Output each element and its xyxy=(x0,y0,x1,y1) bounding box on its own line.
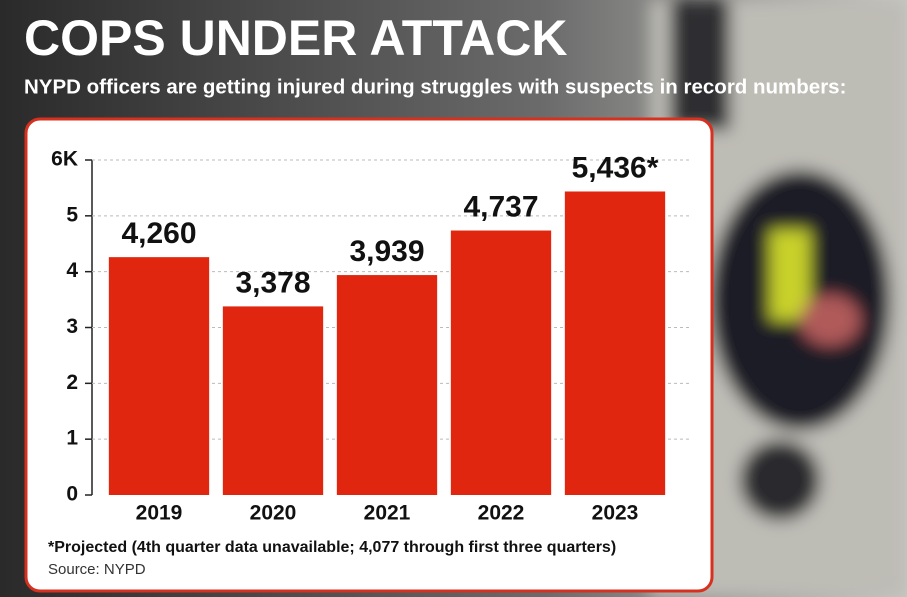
x-tick-label: 2021 xyxy=(364,502,411,525)
y-tick-label: 5 xyxy=(66,203,78,226)
x-tick-label: 2019 xyxy=(136,502,183,525)
subtitle: NYPD officers are getting injured during… xyxy=(24,75,846,98)
y-tick-label: 4 xyxy=(66,259,78,282)
y-tick-label: 1 xyxy=(66,427,78,450)
footnote: *Projected (4th quarter data unavailable… xyxy=(48,539,616,556)
value-label: 4,737 xyxy=(463,190,538,223)
source: Source: NYPD xyxy=(48,561,146,578)
photo xyxy=(650,0,907,597)
y-tick-label: 0 xyxy=(66,483,78,506)
x-tick-label: 2022 xyxy=(478,502,525,525)
y-tick-label: 6K xyxy=(51,148,78,171)
bar xyxy=(564,191,666,496)
value-label: 5,436* xyxy=(572,151,659,184)
y-tick-label: 2 xyxy=(66,371,78,394)
value-label: 4,260 xyxy=(121,217,196,250)
title: COPS UNDER ATTACK xyxy=(24,10,568,66)
y-tick-label: 3 xyxy=(66,315,78,338)
value-label: 3,378 xyxy=(235,266,310,299)
bar xyxy=(450,230,552,495)
value-label: 3,939 xyxy=(349,235,424,268)
x-tick-label: 2020 xyxy=(250,502,297,525)
bar xyxy=(222,306,324,495)
bar xyxy=(336,275,438,495)
x-tick-label: 2023 xyxy=(592,502,639,525)
bar xyxy=(108,257,210,495)
